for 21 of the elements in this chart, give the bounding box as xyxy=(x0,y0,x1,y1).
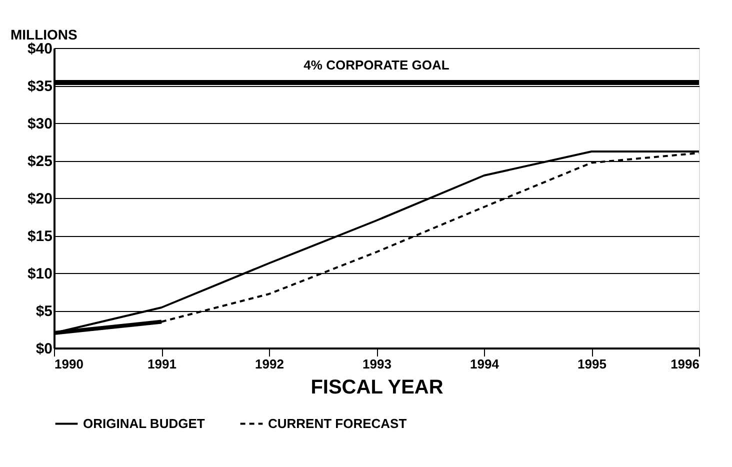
y-tick-label: $0 xyxy=(36,340,52,358)
x-tick-label: 1992 xyxy=(255,356,284,372)
x-axis-title: FISCAL YEAR xyxy=(310,376,444,398)
x-tick-label: 1996 xyxy=(670,356,700,372)
y-tick-label: $10 xyxy=(27,266,52,282)
y-tick-label: $20 xyxy=(27,190,52,208)
x-tick-label: 1990 xyxy=(54,356,84,372)
x-tick-label: 1994 xyxy=(470,356,500,372)
x-tick-label: 1995 xyxy=(578,356,606,372)
legend-label: ORIGINAL BUDGET xyxy=(83,416,205,431)
ref-line-label: 4% CORPORATE GOAL xyxy=(304,57,450,72)
y-tick-label: $30 xyxy=(27,116,52,132)
y-tick-label: $5 xyxy=(36,303,52,320)
y-tick-label: $15 xyxy=(27,228,52,245)
x-tick-label: 1991 xyxy=(148,356,176,372)
x-tick-label: 1993 xyxy=(362,356,392,372)
y-tick-label: $35 xyxy=(27,78,52,95)
y-tick-label: $40 xyxy=(27,40,52,58)
y-axis-title: MILLIONS xyxy=(10,26,78,42)
legend-label: CURRENT FORECAST xyxy=(268,416,407,431)
y-tick-label: $25 xyxy=(27,153,52,170)
